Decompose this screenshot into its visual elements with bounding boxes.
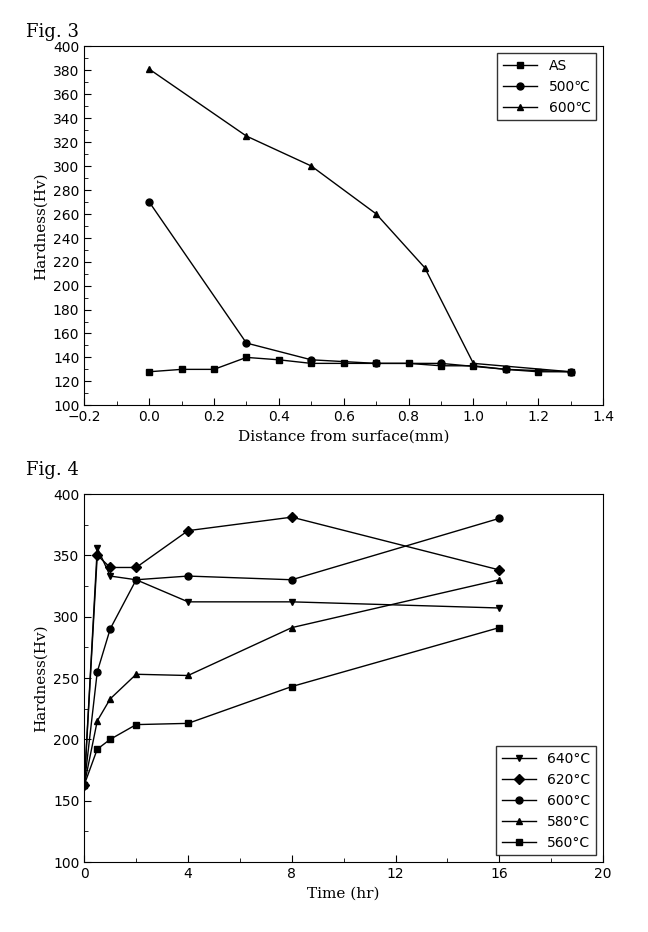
620°C	[106, 562, 114, 573]
560°C	[184, 718, 192, 729]
500℃	[437, 358, 445, 369]
AS	[404, 358, 412, 369]
X-axis label: Time (hr): Time (hr)	[307, 886, 380, 900]
640°C	[132, 574, 140, 585]
Y-axis label: Hardness(Hv): Hardness(Hv)	[34, 624, 47, 732]
580°C	[495, 574, 503, 585]
560°C	[93, 744, 101, 755]
640°C	[93, 542, 101, 554]
AS	[145, 366, 153, 377]
AS	[178, 363, 185, 375]
640°C	[495, 602, 503, 613]
600℃	[145, 63, 153, 75]
600℃	[421, 262, 428, 273]
Line: 640°C: 640°C	[81, 544, 502, 788]
600°C	[93, 666, 101, 678]
600°C	[132, 574, 140, 585]
Line: 620°C: 620°C	[81, 514, 502, 788]
Y-axis label: Hardness(Hv): Hardness(Hv)	[33, 172, 47, 280]
Line: 580°C: 580°C	[81, 576, 502, 788]
Line: 500℃: 500℃	[146, 199, 573, 376]
AS	[340, 358, 347, 369]
Text: Fig. 4: Fig. 4	[26, 461, 79, 479]
AS	[534, 366, 542, 377]
Line: 600°C: 600°C	[81, 515, 502, 788]
AS	[210, 363, 218, 375]
580°C	[106, 693, 114, 705]
Line: 560°C: 560°C	[81, 624, 502, 788]
Line: AS: AS	[146, 354, 573, 376]
580°C	[93, 716, 101, 727]
AS	[275, 354, 283, 365]
AS	[242, 352, 250, 363]
AS	[307, 358, 315, 369]
620°C	[80, 779, 88, 790]
600°C	[106, 624, 114, 635]
600℃	[307, 160, 315, 171]
500℃	[307, 354, 315, 365]
620°C	[495, 565, 503, 576]
500℃	[242, 337, 250, 349]
Text: Fig. 3: Fig. 3	[26, 23, 79, 41]
560°C	[106, 733, 114, 745]
500℃	[502, 363, 509, 375]
600℃	[372, 209, 380, 220]
600°C	[80, 779, 88, 790]
620°C	[184, 525, 192, 536]
500℃	[372, 358, 380, 369]
640°C	[80, 779, 88, 790]
560°C	[132, 720, 140, 731]
Line: 600℃: 600℃	[146, 66, 573, 376]
500℃	[145, 197, 153, 208]
X-axis label: Distance from surface(mm): Distance from surface(mm)	[238, 430, 449, 444]
AS	[469, 361, 477, 372]
640°C	[184, 596, 192, 608]
AS	[502, 363, 509, 375]
600℃	[469, 358, 477, 369]
AS	[566, 366, 574, 377]
AS	[437, 361, 445, 372]
640°C	[288, 596, 295, 608]
560°C	[495, 623, 503, 634]
640°C	[106, 570, 114, 582]
Legend: AS, 500℃, 600℃: AS, 500℃, 600℃	[497, 53, 596, 120]
600°C	[495, 513, 503, 524]
580°C	[288, 623, 295, 634]
AS	[372, 358, 380, 369]
600°C	[184, 570, 192, 582]
600℃	[566, 366, 574, 377]
500℃	[566, 366, 574, 377]
560°C	[80, 779, 88, 790]
620°C	[288, 512, 295, 523]
580°C	[132, 669, 140, 680]
580°C	[80, 779, 88, 790]
580°C	[184, 670, 192, 681]
620°C	[132, 562, 140, 573]
560°C	[288, 681, 295, 692]
Legend: 640°C, 620°C, 600°C, 580°C, 560°C: 640°C, 620°C, 600°C, 580°C, 560°C	[496, 747, 596, 856]
620°C	[93, 550, 101, 561]
600℃	[242, 130, 250, 142]
600°C	[288, 574, 295, 585]
